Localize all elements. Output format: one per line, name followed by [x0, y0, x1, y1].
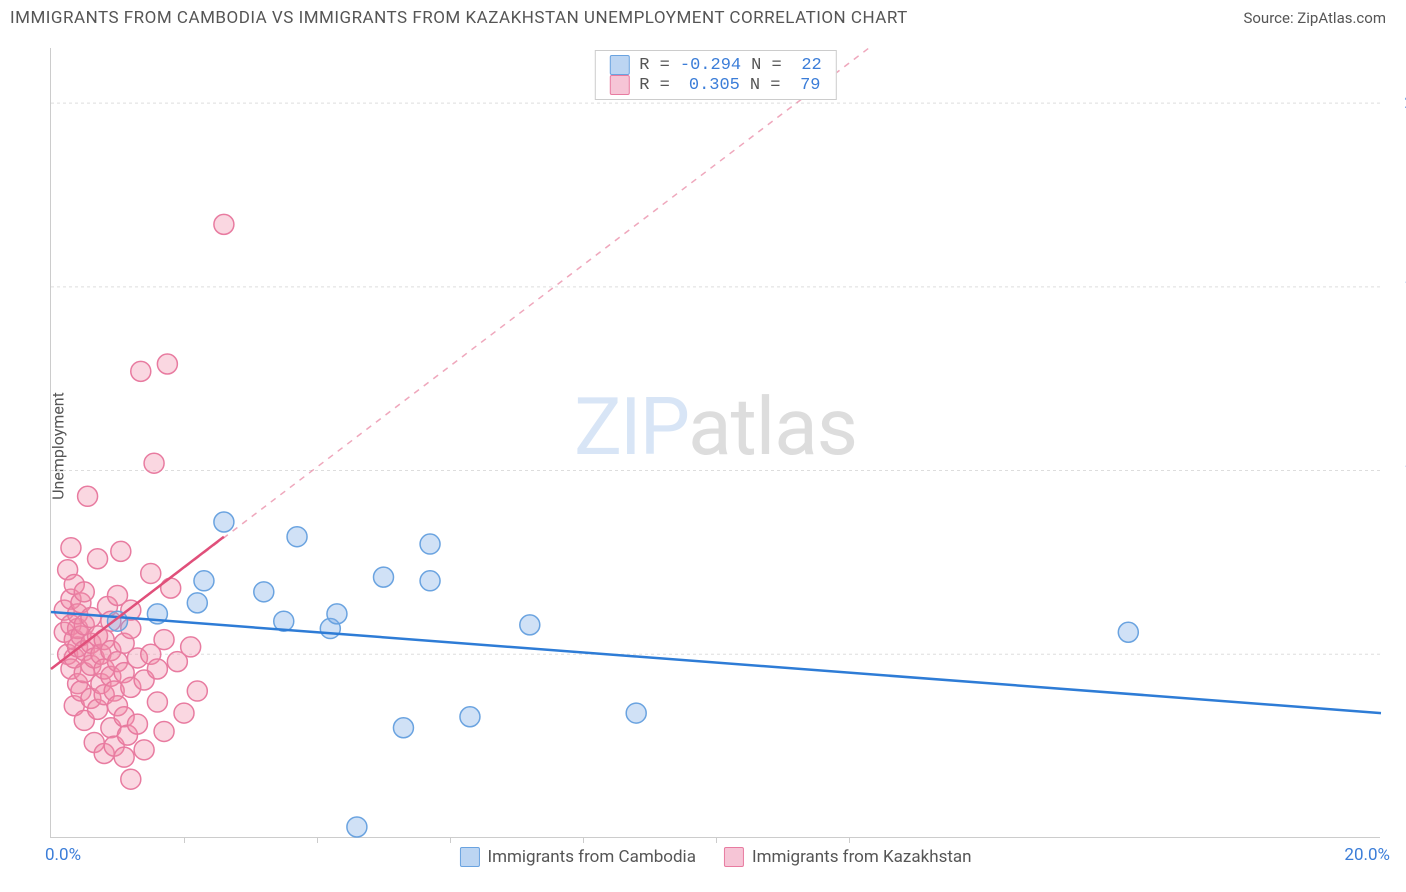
x-axis-min-label: 0.0% — [45, 845, 81, 865]
data-point — [420, 571, 440, 591]
data-point — [144, 453, 164, 473]
data-point — [347, 817, 367, 837]
stat-r-value: -0.294 — [680, 56, 741, 75]
x-tick-mark — [317, 837, 318, 843]
data-point — [327, 604, 347, 624]
legend-item: Immigrants from Cambodia — [459, 847, 696, 867]
data-point — [141, 563, 161, 583]
data-point — [74, 582, 94, 602]
x-tick-mark — [849, 837, 850, 843]
legend-swatch — [609, 75, 629, 95]
stat-n-label: N = — [751, 56, 782, 75]
data-point — [121, 769, 141, 789]
stat-n-label: N = — [750, 76, 781, 95]
x-tick-mark — [450, 837, 451, 843]
data-point — [520, 615, 540, 635]
data-point — [1118, 622, 1138, 642]
data-point — [287, 527, 307, 547]
data-point — [181, 637, 201, 657]
stats-row: R = 0.305 N = 79 — [609, 75, 821, 95]
data-point — [134, 740, 154, 760]
data-point — [147, 659, 167, 679]
stat-r-label: R = — [639, 56, 670, 75]
data-point — [111, 541, 131, 561]
stat-r-label: R = — [639, 76, 670, 95]
data-point — [254, 582, 274, 602]
x-tick-mark — [184, 837, 185, 843]
source-label: Source: ZipAtlas.com — [1243, 9, 1386, 27]
stats-row: R = -0.294 N = 22 — [609, 55, 821, 75]
data-point — [187, 593, 207, 613]
data-point — [154, 721, 174, 741]
data-point — [374, 567, 394, 587]
chart-plot-area: ZIPatlas R =-0.294 N =22R =0.305 N =79 0… — [50, 48, 1380, 838]
data-point — [214, 214, 234, 234]
data-point — [161, 578, 181, 598]
legend-swatch — [609, 55, 629, 75]
data-point — [187, 681, 207, 701]
data-point — [214, 512, 234, 532]
x-tick-mark — [716, 837, 717, 843]
legend-swatch — [459, 847, 479, 867]
data-point — [460, 707, 480, 727]
legend-label: Immigrants from Kazakhstan — [752, 847, 972, 867]
data-point — [127, 714, 147, 734]
stat-r-value: 0.305 — [680, 76, 740, 95]
data-point — [88, 549, 108, 569]
scatter-plot-svg — [51, 48, 1380, 837]
x-tick-mark — [583, 837, 584, 843]
stat-n-value: 79 — [791, 76, 821, 95]
data-point — [147, 692, 167, 712]
data-point — [393, 718, 413, 738]
data-point — [131, 361, 151, 381]
data-point — [174, 703, 194, 723]
bottom-legend: Immigrants from Cambodia Immigrants from … — [459, 847, 971, 867]
legend-item: Immigrants from Kazakhstan — [724, 847, 972, 867]
x-axis-max-label: 20.0% — [1344, 845, 1390, 865]
stat-n-value: 22 — [792, 56, 822, 75]
legend-swatch — [724, 847, 744, 867]
data-point — [114, 747, 134, 767]
legend-label: Immigrants from Cambodia — [487, 847, 696, 867]
data-point — [154, 630, 174, 650]
data-point — [78, 486, 98, 506]
data-point — [420, 534, 440, 554]
trend-line — [51, 612, 1381, 713]
data-point — [194, 571, 214, 591]
stats-legend-box: R = -0.294 N = 22 R = 0.305 N = 79 — [594, 50, 836, 100]
data-point — [626, 703, 646, 723]
data-point — [157, 354, 177, 374]
data-point — [61, 538, 81, 558]
chart-title: IMMIGRANTS FROM CAMBODIA VS IMMIGRANTS F… — [10, 8, 908, 28]
